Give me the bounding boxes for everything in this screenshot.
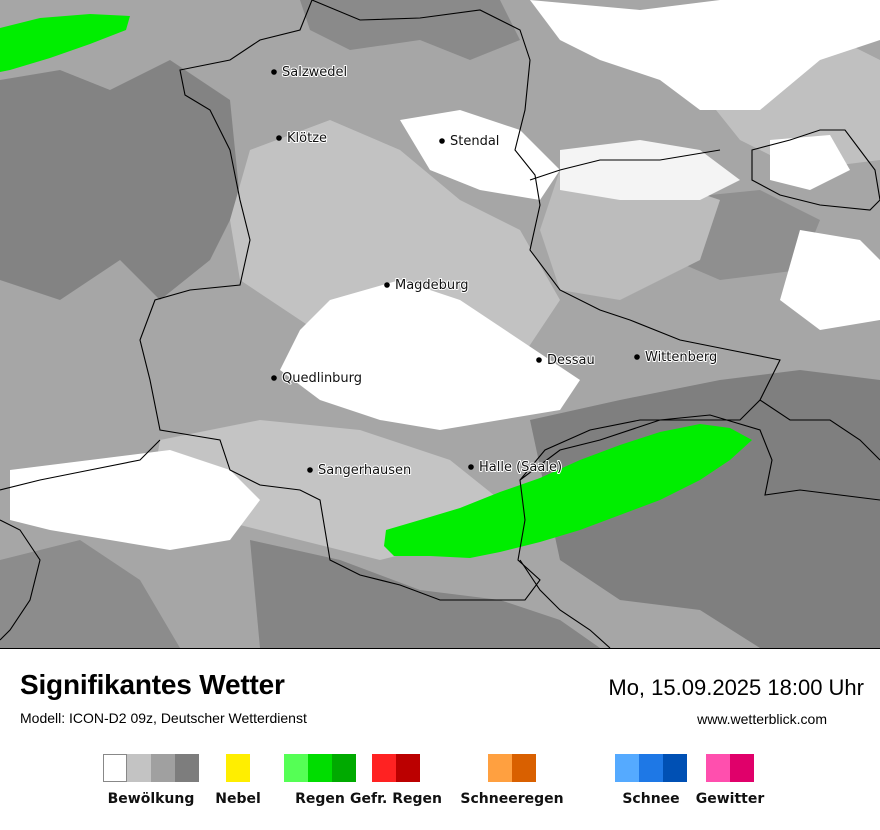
legend-swatches <box>226 754 250 782</box>
legend-swatch <box>151 754 175 782</box>
clear-sky-stendal <box>400 110 560 200</box>
legend-swatch <box>226 754 250 782</box>
city-dot <box>536 357 542 363</box>
model-source: Modell: ICON-D2 09z, Deutscher Wetterdie… <box>20 710 307 726</box>
weather-map-canvas: Salzwedel Klötze Stendal Magdeburg Dessau Wit… <box>0 0 880 648</box>
city-label: Klötze <box>287 131 327 146</box>
state-borders <box>0 0 880 648</box>
city-dot <box>276 135 282 141</box>
legend-label: Schneeregen <box>460 791 564 807</box>
rain-area-northwest <box>0 14 130 72</box>
city-label: Wittenberg <box>645 350 717 365</box>
forecast-datetime: Mo, 15.09.2025 18:00 Uhr <box>608 675 864 700</box>
city-dot <box>468 464 474 470</box>
city-label: Magdeburg <box>395 278 469 293</box>
border-south <box>519 559 611 648</box>
legend-swatch <box>332 754 356 782</box>
clear-sky-ne-pocket <box>770 135 850 190</box>
legend-swatches <box>615 754 687 782</box>
border-sw <box>0 519 41 641</box>
legend-label: Regen <box>295 791 345 807</box>
legend-swatches <box>488 754 536 782</box>
legend-group <box>226 754 250 782</box>
legend-label: Gewitter <box>695 791 765 807</box>
city-dot <box>271 375 277 381</box>
rain-layer <box>0 14 752 558</box>
cloud-dark-west <box>0 60 240 300</box>
legend-swatch <box>512 754 536 782</box>
legend-group <box>284 754 356 782</box>
cloud-light-east <box>540 170 720 300</box>
legend-swatch <box>372 754 396 782</box>
legend-swatches <box>284 754 356 782</box>
map-title: Signifikantes Wetter <box>20 669 285 700</box>
city-dot <box>439 138 445 144</box>
legend-swatch <box>639 754 663 782</box>
city-label: Stendal <box>450 134 499 149</box>
city-label: Quedlinburg <box>282 371 362 386</box>
legend-group <box>615 754 687 782</box>
legend-group <box>488 754 536 782</box>
cloud-cover-layer <box>0 0 880 648</box>
legend-swatch <box>663 754 687 782</box>
city-dot <box>271 69 277 75</box>
legend-label: Nebel <box>215 791 261 807</box>
border-saxony <box>519 414 880 501</box>
cloud-dark-north <box>300 0 520 60</box>
city-marker: Magdeburg <box>384 277 470 294</box>
legend-group <box>706 754 754 782</box>
legend-swatch <box>103 754 127 782</box>
legend-swatch <box>396 754 420 782</box>
legend-swatches <box>706 754 754 782</box>
legend-label: Gefr. Regen <box>350 791 442 807</box>
weather-map: Salzwedel Klötze Stendal Magdeburg Dessau Wit… <box>0 0 880 649</box>
clear-sky-center <box>280 280 580 430</box>
legend-swatch <box>175 754 199 782</box>
clear-sky-far-east <box>780 230 880 330</box>
border-thuringia <box>0 439 161 491</box>
city-markers: Salzwedel Klötze Stendal Magdeburg Dessau Wit… <box>271 64 718 479</box>
clear-sky-west <box>10 450 260 550</box>
legend-swatch <box>284 754 308 782</box>
city-marker: Sangerhausen <box>307 462 412 479</box>
city-dot <box>307 467 313 473</box>
legend-label: Bewölkung <box>107 791 195 807</box>
legend-swatch <box>127 754 151 782</box>
city-label: Halle (Saale) <box>479 460 562 475</box>
legend-swatch <box>615 754 639 782</box>
border-se <box>759 399 880 461</box>
legend-swatch <box>308 754 332 782</box>
clear-sky-east <box>560 140 740 200</box>
cloud-dark-sw <box>0 540 180 648</box>
city-label: Dessau <box>547 353 595 368</box>
city-marker: Dessau <box>536 352 596 369</box>
city-dot <box>634 354 640 360</box>
city-label: Salzwedel <box>282 65 347 80</box>
city-marker: Stendal <box>439 133 500 150</box>
city-label: Sangerhausen <box>318 463 411 478</box>
legend-label: Schnee <box>622 791 680 807</box>
legend-swatch <box>706 754 730 782</box>
city-marker: Halle (Saale) <box>468 459 563 476</box>
legend-swatch <box>730 754 754 782</box>
city-marker: Salzwedel <box>271 64 348 81</box>
city-marker: Quedlinburg <box>271 370 363 387</box>
website-link[interactable]: www.wetterblick.com <box>697 711 827 727</box>
border-saxony-anhalt <box>139 0 781 601</box>
map-footer: Signifikantes Wetter Modell: ICON-D2 09z… <box>0 649 880 830</box>
legend-group <box>372 754 420 782</box>
city-marker: Klötze <box>276 130 328 147</box>
legend-swatches <box>372 754 420 782</box>
clear-sky-north <box>530 0 880 110</box>
legend-group <box>103 754 199 782</box>
legend-swatches <box>103 754 199 782</box>
rain-area-southeast <box>384 424 752 558</box>
cloud-dark-southeast <box>530 370 880 648</box>
city-marker: Wittenberg <box>634 349 718 366</box>
border-east-1 <box>529 149 721 181</box>
city-dot <box>384 282 390 288</box>
legend-swatch <box>488 754 512 782</box>
border-brandenburg-pocket <box>751 129 880 211</box>
